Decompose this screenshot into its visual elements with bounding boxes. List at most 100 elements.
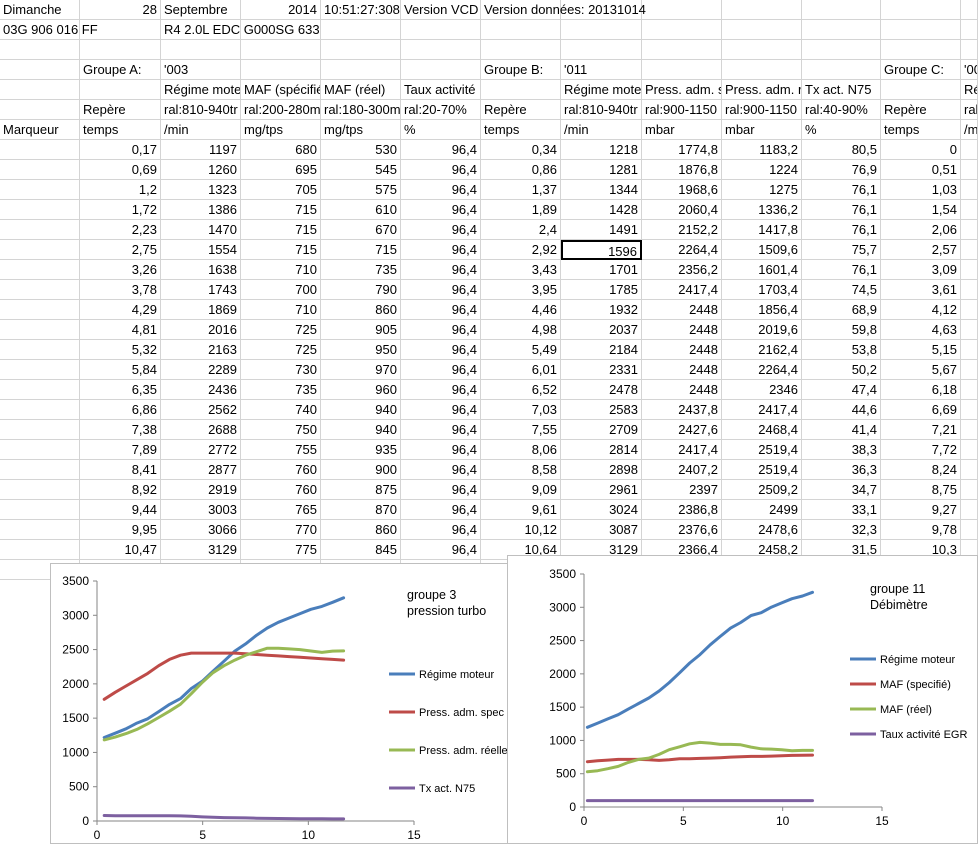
data-cell[interactable]: 0,34 bbox=[481, 140, 561, 160]
data-cell[interactable]: 2448 bbox=[642, 340, 722, 360]
data-cell[interactable]: 9,78 bbox=[881, 520, 961, 540]
data-cell[interactable]: 5,84 bbox=[80, 360, 161, 380]
data-cell[interactable]: 670 bbox=[321, 220, 401, 240]
data-cell[interactable]: 2289 bbox=[161, 360, 241, 380]
data-cell[interactable]: 1281 bbox=[561, 160, 642, 180]
data-cell[interactable]: 2519,4 bbox=[722, 460, 802, 480]
data-cell[interactable]: 725 bbox=[241, 320, 321, 340]
unit-label[interactable]: temps bbox=[80, 120, 161, 140]
data-cell[interactable]: 9,95 bbox=[80, 520, 161, 540]
data-cell[interactable]: 5,15 bbox=[881, 340, 961, 360]
data-cell[interactable]: 2,57 bbox=[881, 240, 961, 260]
grid-cell[interactable] bbox=[0, 440, 80, 460]
data-cell[interactable]: 680 bbox=[241, 140, 321, 160]
data-cell[interactable]: 2184 bbox=[561, 340, 642, 360]
data-cell[interactable]: 6,18 bbox=[881, 380, 961, 400]
data-cell[interactable]: 5,32 bbox=[80, 340, 161, 360]
data-cell[interactable]: 2519,4 bbox=[722, 440, 802, 460]
data-cell[interactable]: 1218 bbox=[561, 140, 642, 160]
param-range[interactable]: ral:20-70% bbox=[401, 100, 481, 120]
param-name[interactable]: Régime moteur bbox=[161, 80, 241, 100]
data-cell[interactable]: 1,2 bbox=[80, 180, 161, 200]
data-cell[interactable]: 1197 bbox=[161, 140, 241, 160]
data-cell[interactable]: 1774,8 bbox=[642, 140, 722, 160]
grid-cell[interactable] bbox=[961, 320, 978, 340]
data-cell[interactable]: 2037 bbox=[561, 320, 642, 340]
grid-cell[interactable] bbox=[961, 280, 978, 300]
grid-cell[interactable] bbox=[0, 180, 80, 200]
data-cell[interactable]: 96,4 bbox=[401, 480, 481, 500]
data-cell[interactable]: 36,3 bbox=[802, 460, 881, 480]
header-cell[interactable]: 10:51:27:308 bbox=[321, 0, 401, 20]
data-cell[interactable]: 7,03 bbox=[481, 400, 561, 420]
grid-cell[interactable] bbox=[802, 20, 881, 40]
data-cell[interactable]: 950 bbox=[321, 340, 401, 360]
data-cell[interactable]: 9,09 bbox=[481, 480, 561, 500]
data-cell[interactable]: 7,38 bbox=[80, 420, 161, 440]
unit-label[interactable]: /min bbox=[561, 120, 642, 140]
data-cell[interactable]: 1428 bbox=[561, 200, 642, 220]
data-cell[interactable]: 44,6 bbox=[802, 400, 881, 420]
data-cell[interactable]: 610 bbox=[321, 200, 401, 220]
data-cell[interactable]: 860 bbox=[321, 300, 401, 320]
data-cell[interactable]: 3,61 bbox=[881, 280, 961, 300]
data-cell[interactable]: 2437,8 bbox=[642, 400, 722, 420]
data-cell[interactable]: 940 bbox=[321, 400, 401, 420]
grid-cell[interactable] bbox=[961, 500, 978, 520]
data-cell[interactable]: 1869 bbox=[161, 300, 241, 320]
data-cell[interactable]: 9,27 bbox=[881, 500, 961, 520]
data-cell[interactable]: 10,47 bbox=[80, 540, 161, 560]
grid-cell[interactable] bbox=[0, 200, 80, 220]
data-cell[interactable]: 2448 bbox=[642, 300, 722, 320]
data-cell[interactable]: 1224 bbox=[722, 160, 802, 180]
data-cell[interactable]: 2417,4 bbox=[642, 440, 722, 460]
data-cell[interactable]: 715 bbox=[321, 240, 401, 260]
data-cell[interactable]: 710 bbox=[241, 300, 321, 320]
data-cell[interactable]: 1876,8 bbox=[642, 160, 722, 180]
data-cell[interactable]: 2386,8 bbox=[642, 500, 722, 520]
data-cell[interactable]: 6,52 bbox=[481, 380, 561, 400]
grid-cell[interactable] bbox=[961, 0, 978, 20]
data-cell[interactable]: 6,86 bbox=[80, 400, 161, 420]
grid-cell[interactable] bbox=[961, 160, 978, 180]
group-a-id[interactable]: '003 bbox=[161, 60, 241, 80]
data-cell[interactable]: 76,9 bbox=[802, 160, 881, 180]
data-cell[interactable]: 1470 bbox=[161, 220, 241, 240]
data-cell[interactable]: 96,4 bbox=[401, 180, 481, 200]
data-cell[interactable]: 695 bbox=[241, 160, 321, 180]
data-cell[interactable]: 2407,2 bbox=[642, 460, 722, 480]
unit-label[interactable]: % bbox=[401, 120, 481, 140]
grid-cell[interactable] bbox=[0, 520, 80, 540]
param-range[interactable]: Repère bbox=[881, 100, 961, 120]
data-cell[interactable]: 76,1 bbox=[802, 260, 881, 280]
data-cell[interactable]: 2448 bbox=[642, 320, 722, 340]
grid-cell[interactable] bbox=[80, 40, 161, 60]
data-cell[interactable]: 96,4 bbox=[401, 220, 481, 240]
data-cell[interactable]: 2427,6 bbox=[642, 420, 722, 440]
grid-cell[interactable] bbox=[0, 360, 80, 380]
param-range[interactable]: ral:810-940tr bbox=[561, 100, 642, 120]
data-cell[interactable]: 4,12 bbox=[881, 300, 961, 320]
grid-cell[interactable] bbox=[802, 60, 881, 80]
header-cell[interactable]: Dimanche bbox=[0, 0, 80, 20]
group-b-id[interactable]: '011 bbox=[561, 60, 642, 80]
grid-cell[interactable] bbox=[961, 140, 978, 160]
data-cell[interactable]: 2264,4 bbox=[642, 240, 722, 260]
data-cell[interactable]: 760 bbox=[241, 480, 321, 500]
data-cell[interactable]: 76,1 bbox=[802, 180, 881, 200]
data-cell[interactable]: 1323 bbox=[161, 180, 241, 200]
data-cell[interactable]: 1743 bbox=[161, 280, 241, 300]
param-name[interactable]: Taux activité EGR bbox=[401, 80, 481, 100]
grid-cell[interactable] bbox=[961, 400, 978, 420]
data-cell[interactable]: 10,12 bbox=[481, 520, 561, 540]
data-cell[interactable]: 715 bbox=[241, 240, 321, 260]
grid-cell[interactable] bbox=[0, 320, 80, 340]
param-name[interactable]: MAF (réel) bbox=[321, 80, 401, 100]
data-cell[interactable]: 33,1 bbox=[802, 500, 881, 520]
data-cell[interactable]: 96,4 bbox=[401, 520, 481, 540]
grid-cell[interactable] bbox=[0, 160, 80, 180]
data-cell[interactable]: 76,1 bbox=[802, 200, 881, 220]
data-cell[interactable]: 53,8 bbox=[802, 340, 881, 360]
data-cell[interactable]: 3,26 bbox=[80, 260, 161, 280]
data-cell[interactable]: 1856,4 bbox=[722, 300, 802, 320]
